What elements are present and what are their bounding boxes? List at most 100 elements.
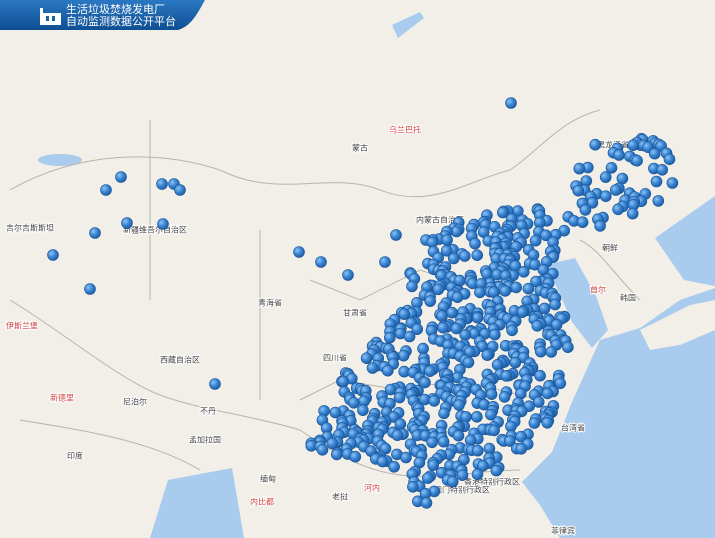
plant-marker[interactable] xyxy=(453,399,465,411)
plant-marker[interactable] xyxy=(397,349,410,362)
plant-marker[interactable] xyxy=(663,153,676,165)
plant-marker[interactable] xyxy=(516,306,529,318)
plant-marker[interactable] xyxy=(383,331,396,344)
plant-marker[interactable] xyxy=(515,430,527,443)
plant-marker[interactable] xyxy=(541,416,554,429)
plant-marker[interactable] xyxy=(599,171,612,183)
plant-marker[interactable] xyxy=(496,206,509,219)
plant-marker[interactable] xyxy=(424,365,436,378)
plant-marker[interactable] xyxy=(532,396,545,408)
plant-marker[interactable] xyxy=(599,190,612,202)
plant-marker[interactable] xyxy=(424,295,437,307)
plant-marker[interactable] xyxy=(357,404,369,417)
plant-marker[interactable] xyxy=(458,250,471,262)
plant-marker[interactable] xyxy=(441,234,453,246)
plant-marker[interactable] xyxy=(499,285,512,297)
plant-marker[interactable] xyxy=(390,229,402,241)
plant-marker[interactable] xyxy=(485,408,497,421)
plant-marker[interactable] xyxy=(648,147,661,160)
plant-marker[interactable] xyxy=(452,429,465,442)
plant-marker[interactable] xyxy=(612,203,624,216)
plant-marker[interactable] xyxy=(666,177,679,189)
plant-marker[interactable] xyxy=(407,480,419,493)
plant-marker[interactable] xyxy=(471,249,484,261)
plant-marker[interactable] xyxy=(471,444,484,457)
plant-marker[interactable] xyxy=(326,437,339,450)
plant-marker[interactable] xyxy=(451,291,464,304)
plant-marker[interactable] xyxy=(471,410,483,423)
plant-marker[interactable] xyxy=(411,323,424,336)
plant-marker[interactable] xyxy=(579,204,592,216)
plant-marker[interactable] xyxy=(337,375,350,388)
plant-marker[interactable] xyxy=(627,139,640,151)
plant-marker[interactable] xyxy=(349,450,362,463)
plant-marker[interactable] xyxy=(545,346,558,358)
plant-marker[interactable] xyxy=(157,218,169,230)
plant-marker[interactable] xyxy=(174,184,186,196)
plant-marker[interactable] xyxy=(427,459,440,471)
plant-marker[interactable] xyxy=(613,149,625,161)
plant-marker[interactable] xyxy=(330,448,343,461)
plant-marker[interactable] xyxy=(631,154,643,167)
plant-marker[interactable] xyxy=(316,443,329,456)
plant-marker[interactable] xyxy=(474,286,486,299)
plant-marker[interactable] xyxy=(417,342,429,355)
plant-marker[interactable] xyxy=(656,164,669,176)
plant-marker[interactable] xyxy=(550,318,563,331)
plant-marker[interactable] xyxy=(89,227,101,239)
plant-marker[interactable] xyxy=(398,308,411,320)
plant-marker[interactable] xyxy=(477,459,489,472)
plant-marker[interactable] xyxy=(438,407,450,420)
plant-marker[interactable] xyxy=(510,281,523,294)
plant-marker[interactable] xyxy=(379,256,391,268)
plant-marker[interactable] xyxy=(121,217,133,229)
plant-marker[interactable] xyxy=(440,245,453,257)
plant-marker[interactable] xyxy=(419,376,431,389)
plant-marker[interactable] xyxy=(589,138,602,151)
plant-marker[interactable] xyxy=(517,265,530,278)
plant-marker[interactable] xyxy=(594,220,606,232)
plant-marker[interactable] xyxy=(209,378,221,390)
plant-marker[interactable] xyxy=(471,311,484,324)
plant-marker[interactable] xyxy=(540,229,552,242)
plant-marker[interactable] xyxy=(348,396,360,409)
plant-marker[interactable] xyxy=(406,280,418,293)
plant-marker[interactable] xyxy=(421,472,434,484)
plant-marker[interactable] xyxy=(456,469,469,482)
plant-marker[interactable] xyxy=(293,246,305,258)
plant-marker[interactable] xyxy=(498,391,511,403)
plant-marker[interactable] xyxy=(506,324,518,337)
plant-marker[interactable] xyxy=(650,175,663,188)
plant-marker[interactable] xyxy=(420,497,433,509)
plant-marker[interactable] xyxy=(541,387,554,400)
plant-marker[interactable] xyxy=(446,475,459,488)
plant-marker[interactable] xyxy=(471,468,484,481)
plant-marker[interactable] xyxy=(156,178,168,190)
plant-marker[interactable] xyxy=(528,417,541,429)
plant-marker[interactable] xyxy=(360,352,373,365)
plant-marker[interactable] xyxy=(400,451,412,464)
plant-marker[interactable] xyxy=(549,298,561,311)
plant-marker[interactable] xyxy=(388,460,400,473)
plant-marker[interactable] xyxy=(460,411,472,423)
plant-marker[interactable] xyxy=(616,172,629,185)
plant-marker[interactable] xyxy=(481,349,494,361)
plant-marker[interactable] xyxy=(403,330,416,343)
plant-marker[interactable] xyxy=(376,455,389,468)
plant-marker[interactable] xyxy=(652,195,665,207)
plant-marker[interactable] xyxy=(505,97,517,109)
plant-marker[interactable] xyxy=(426,436,438,449)
plant-marker[interactable] xyxy=(459,329,472,341)
plant-marker[interactable] xyxy=(576,216,589,228)
plant-marker[interactable] xyxy=(432,283,445,296)
plant-marker[interactable] xyxy=(605,162,618,174)
plant-marker[interactable] xyxy=(534,369,546,382)
plant-marker[interactable] xyxy=(329,406,342,419)
plant-marker[interactable] xyxy=(342,269,354,281)
plant-marker[interactable] xyxy=(462,356,475,369)
plant-marker[interactable] xyxy=(393,391,406,404)
plant-marker[interactable] xyxy=(437,435,450,448)
plant-marker[interactable] xyxy=(490,464,503,477)
plant-marker[interactable] xyxy=(381,364,394,377)
plant-marker[interactable] xyxy=(115,171,127,183)
